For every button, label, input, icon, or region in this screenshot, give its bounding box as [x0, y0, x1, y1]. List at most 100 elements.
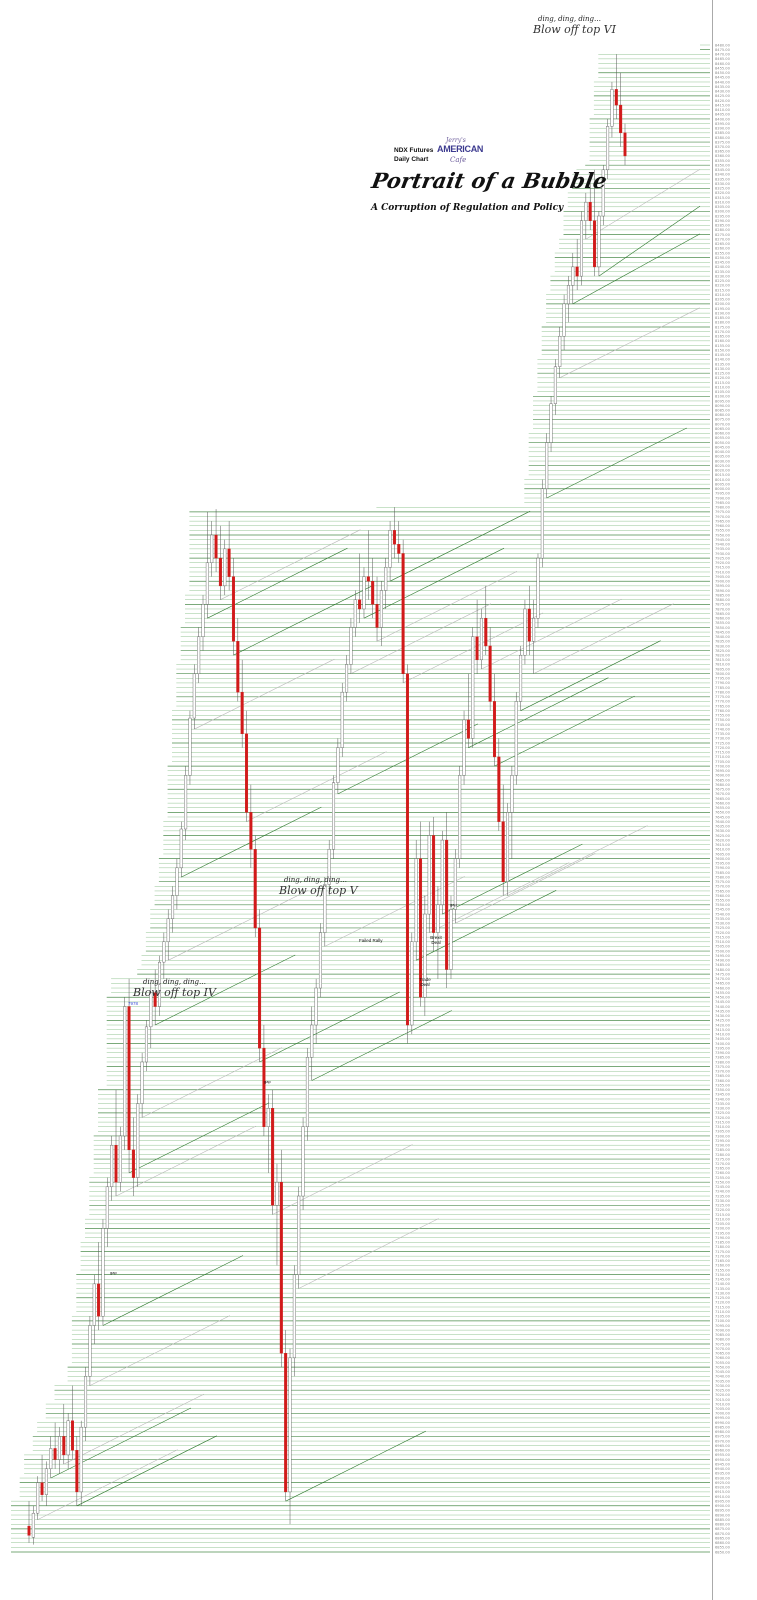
- price-tick-label: 6945.00: [715, 1462, 731, 1466]
- candle-body: [310, 1024, 314, 1058]
- price-tick-label: 7980.00: [715, 506, 731, 510]
- candle-body: [305, 1057, 309, 1127]
- price-tick-label: 7050.00: [715, 1365, 731, 1369]
- candle-body: [158, 961, 162, 1007]
- candle-body: [527, 608, 531, 642]
- candle-body: [571, 266, 575, 286]
- trend-line: [220, 529, 361, 600]
- candle-body: [466, 719, 470, 739]
- candle-body: [227, 548, 231, 577]
- price-tick-label: 7670.00: [715, 792, 731, 796]
- price-tick-label: 7135.00: [715, 1287, 731, 1291]
- price-tick-label: 8455.00: [715, 66, 731, 70]
- candle-body: [501, 821, 505, 882]
- price-tick-label: 7065.00: [715, 1352, 731, 1356]
- price-tick-label: 8100.00: [715, 395, 731, 399]
- candle-body: [301, 1126, 305, 1197]
- price-tick-label: 7335.00: [715, 1102, 731, 1106]
- annotation-trade-deal: Trade Deal: [419, 977, 431, 987]
- price-tick-label: 8325.00: [715, 187, 731, 191]
- price-tick-label: 7820.00: [715, 654, 731, 658]
- trend-line: [442, 843, 583, 915]
- price-tick-label: 7480.00: [715, 968, 731, 972]
- price-tick-label: 7985.00: [715, 501, 731, 505]
- price-tick-label: 8280.00: [715, 228, 731, 232]
- price-tick-label: 7935.00: [715, 547, 731, 551]
- price-tick-label: 7240.00: [715, 1190, 731, 1194]
- price-tick-label: 7255.00: [715, 1176, 731, 1180]
- candle-body: [127, 1006, 131, 1151]
- price-tick-label: 7655.00: [715, 806, 731, 810]
- annotation-top4-ding: ding, ding, ding…: [143, 978, 207, 986]
- chart-title: Portrait of a Bubble: [369, 168, 609, 193]
- trend-line: [507, 825, 648, 896]
- price-tick-label: 8005.00: [715, 482, 731, 486]
- price-tick-label: 8475.00: [715, 48, 731, 52]
- candle-body: [388, 530, 392, 568]
- price-tick-label: 7160.00: [715, 1264, 731, 1268]
- price-tick-label: 8415.00: [715, 103, 731, 107]
- price-tick-label: 7600.00: [715, 857, 731, 861]
- price-tick-label: 7905.00: [715, 575, 731, 579]
- price-tick-label: 7290.00: [715, 1144, 731, 1148]
- candle-body: [123, 1006, 127, 1137]
- price-tick-label: 8190.00: [715, 311, 731, 315]
- price-tick-label: 8055.00: [715, 436, 731, 440]
- trend-line: [585, 168, 701, 240]
- candle-body: [40, 1482, 44, 1495]
- price-tick-label: 7745.00: [715, 723, 731, 727]
- price-tick-label: 8370.00: [715, 145, 731, 149]
- price-tick-label: 7550.00: [715, 903, 731, 907]
- candle-body: [262, 1047, 266, 1127]
- candle-body: [245, 733, 249, 813]
- candle-body: [523, 608, 527, 656]
- price-tick-label: 8410.00: [715, 108, 731, 112]
- price-tick-label: 6925.00: [715, 1481, 731, 1485]
- price-tick-label: 8130.00: [715, 367, 731, 371]
- candle-body: [184, 775, 188, 830]
- price-tick-label: 8435.00: [715, 85, 731, 89]
- price-tick-label: 6955.00: [715, 1453, 731, 1457]
- price-tick-label: 6860.00: [715, 1541, 731, 1545]
- price-tick-label: 8275.00: [715, 233, 731, 237]
- price-tick-label: 7755.00: [715, 714, 731, 718]
- grid-lines: [11, 44, 710, 1553]
- candle-body: [558, 336, 562, 367]
- logo-line-1: Jerry's: [446, 137, 466, 144]
- price-tick-label: 7910.00: [715, 570, 731, 574]
- price-tick-label: 7830.00: [715, 644, 731, 648]
- price-tick-label: 7170.00: [715, 1254, 731, 1258]
- price-tick-label: 6985.00: [715, 1425, 731, 1429]
- price-tick-label: 7920.00: [715, 561, 731, 565]
- candle-body: [253, 849, 257, 929]
- price-tick-label: 8010.00: [715, 478, 731, 482]
- price-tick-label: 8315.00: [715, 196, 731, 200]
- candle-body: [214, 534, 218, 559]
- price-tick-label: 7130.00: [715, 1291, 731, 1295]
- candle-body: [379, 590, 383, 628]
- candle-body: [588, 201, 592, 221]
- price-tick-label: 7365.00: [715, 1074, 731, 1078]
- price-tick-label: 8095.00: [715, 399, 731, 403]
- price-tick-label: 7465.00: [715, 982, 731, 986]
- candle-body: [336, 747, 340, 783]
- candle-body: [66, 1420, 70, 1456]
- price-tick-label: 6970.00: [715, 1439, 731, 1443]
- candle-body: [31, 1512, 35, 1538]
- price-tick-label: 7765.00: [715, 704, 731, 708]
- candle-body: [440, 839, 444, 906]
- price-tick-label: 7060.00: [715, 1356, 731, 1360]
- price-tick-label: 7180.00: [715, 1245, 731, 1249]
- price-tick-label: 7085.00: [715, 1333, 731, 1337]
- price-tick-label: 6960.00: [715, 1449, 731, 1453]
- price-tick-label: 7710.00: [715, 755, 731, 759]
- price-tick-label: 6900.00: [715, 1504, 731, 1508]
- price-tick-label: 7380.00: [715, 1060, 731, 1064]
- price-tick-label: 7210.00: [715, 1217, 731, 1221]
- price-tick-label: 7680.00: [715, 783, 731, 787]
- price-tick-label: 7650.00: [715, 811, 731, 815]
- price-tick-label: 7495.00: [715, 954, 731, 958]
- price-tick-label: 7725.00: [715, 741, 731, 745]
- price-tick-label: 7225.00: [715, 1204, 731, 1208]
- price-tick-label: 7570.00: [715, 885, 731, 889]
